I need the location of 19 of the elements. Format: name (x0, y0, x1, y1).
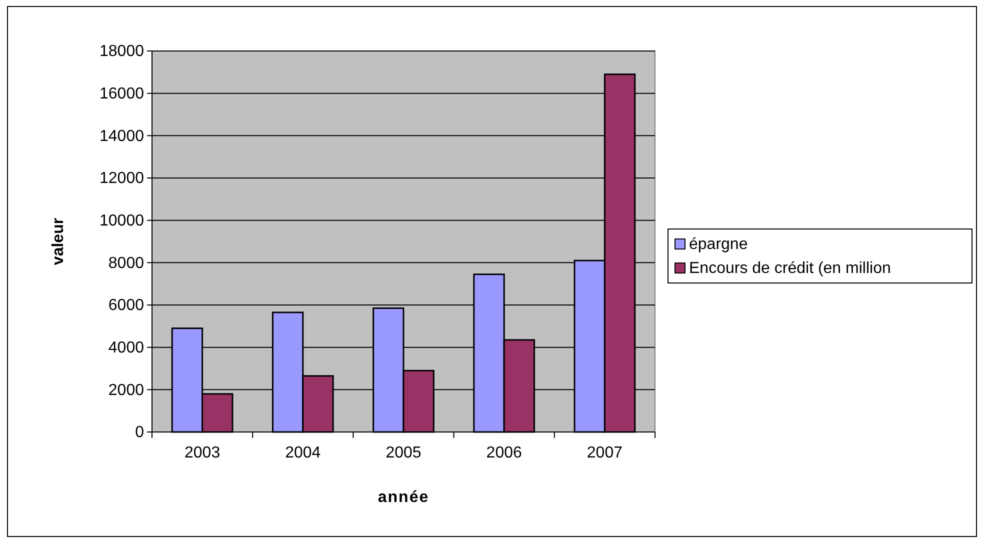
y-tick-label: 12000 (100, 170, 144, 188)
y-axis-title: valeur (50, 218, 67, 266)
y-tick-label: 14000 (100, 128, 144, 145)
x-tick-label: 2005 (386, 444, 422, 462)
y-tick-label: 8000 (108, 254, 144, 272)
y-tick-label: 16000 (100, 85, 144, 102)
x-tick-label: 2003 (184, 444, 220, 462)
legend-label: Encours de crédit (en million (689, 260, 891, 277)
y-tick-label: 2000 (108, 382, 144, 399)
legend-label: épargne (689, 236, 748, 253)
y-tick-label: 10000 (100, 212, 144, 230)
y-tick-label: 18000 (100, 43, 144, 60)
x-axis-title: année (378, 489, 430, 506)
x-tick-label: 2007 (586, 444, 623, 462)
y-tick-label: 6000 (108, 297, 144, 314)
x-tick-label: 2004 (285, 444, 321, 462)
y-tick-label: 0 (135, 424, 144, 442)
y-tick-label: 4000 (108, 339, 144, 356)
x-tick-label: 2006 (486, 444, 522, 462)
